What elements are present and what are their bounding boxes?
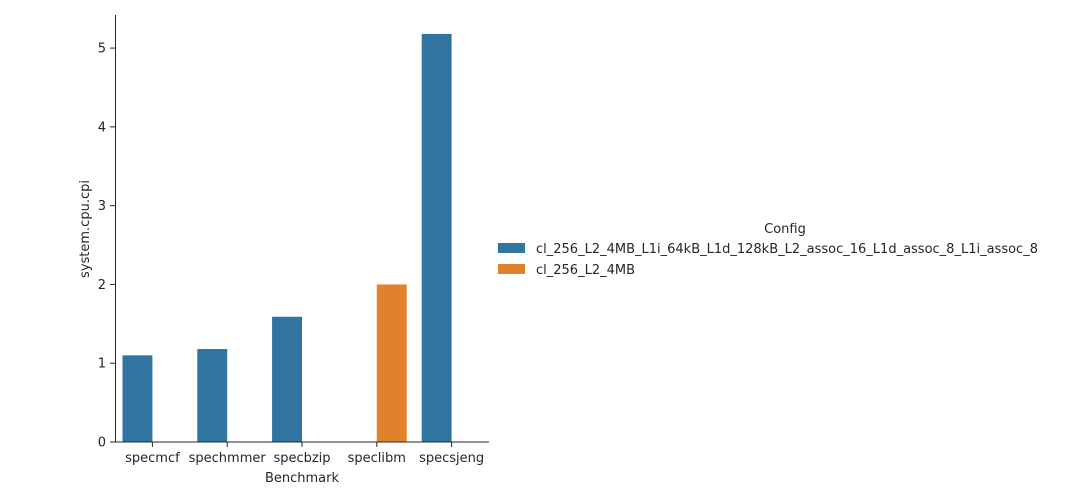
legend-swatch-0 xyxy=(498,243,525,253)
x-tick-label-specmcf: specmcf xyxy=(125,451,180,466)
y-tick-label: 1 xyxy=(98,357,106,372)
legend-label-1: cl_256_L2_4MB xyxy=(536,263,635,278)
y-tick-label: 2 xyxy=(98,278,106,293)
x-tick-label-specsjeng: specsjeng xyxy=(419,451,484,466)
y-tick-label: 5 xyxy=(98,42,106,57)
x-axis-label: Benchmark xyxy=(265,471,340,486)
x-tick-label-speclibm: speclibm xyxy=(348,451,406,466)
y-axis-label: system.cpu.cpi xyxy=(78,180,93,278)
x-tick-label-specbzip: specbzip xyxy=(273,451,330,466)
y-tick-label: 4 xyxy=(98,120,106,135)
bar-speclibm-series-1 xyxy=(376,284,407,442)
bar-specbzip-series-0 xyxy=(272,316,302,442)
bar-specsjeng-series-0 xyxy=(421,33,452,443)
bars-group xyxy=(122,33,452,443)
y-tick-label: 0 xyxy=(98,436,106,451)
y-axis-ticks: 0 1 2 3 4 5 xyxy=(98,42,115,451)
legend-swatch-1 xyxy=(498,264,525,274)
y-tick-label: 3 xyxy=(98,199,106,214)
legend-label-0: cl_256_L2_4MB_L1i_64kB_L1d_128kB_L2_asso… xyxy=(536,242,1038,257)
legend: Config cl_256_L2_4MB_L1i_64kB_L1d_128kB_… xyxy=(498,222,1038,278)
legend-title: Config xyxy=(764,222,806,237)
x-axis-ticks: specmcf spechmmer specbzip speclibm specsjen… xyxy=(125,442,484,466)
bar-spechmmer-series-0 xyxy=(197,349,228,442)
bar-specmcf-series-0 xyxy=(122,355,153,442)
legend-items: cl_256_L2_4MB_L1i_64kB_L1d_128kB_L2_asso… xyxy=(498,242,1038,278)
x-tick-label-spechmmer: spechmmer xyxy=(189,451,267,466)
